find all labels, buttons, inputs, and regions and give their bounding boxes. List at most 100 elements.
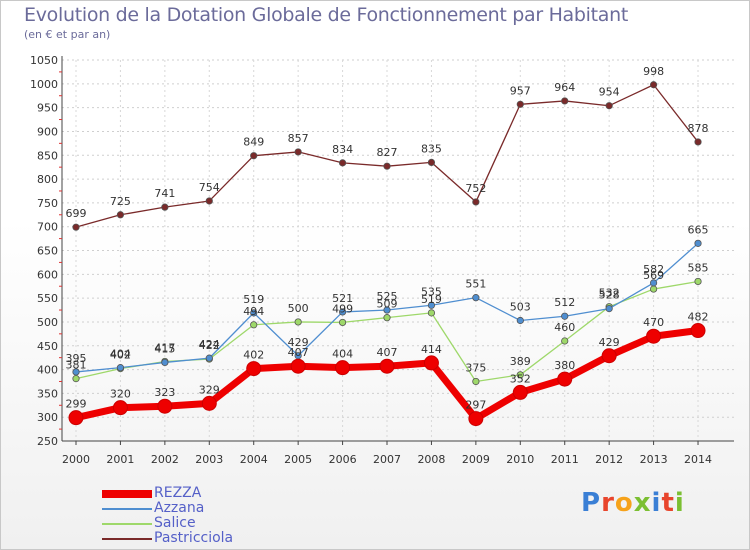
- data-label-rezza: 470: [643, 316, 664, 329]
- data-label-salice: 585: [688, 261, 709, 274]
- data-point-rezza: [468, 411, 484, 427]
- data-label-azzana: 503: [510, 301, 531, 314]
- legend-swatch: [102, 523, 152, 525]
- y-tick-label: 300: [37, 411, 58, 424]
- x-tick-label: 2005: [284, 453, 312, 466]
- data-label-azzana: 535: [421, 285, 442, 298]
- data-point-rezza: [246, 361, 262, 377]
- data-point-azzana: [116, 364, 125, 372]
- data-point-azzana: [250, 309, 258, 317]
- data-label-pastricciola: 857: [288, 132, 309, 145]
- y-tick-label: 350: [37, 387, 58, 400]
- y-tick-label: 800: [37, 173, 58, 186]
- data-label-pastricciola: 849: [243, 136, 264, 149]
- data-point-salice: [649, 285, 658, 293]
- data-label-azzana: 519: [243, 293, 264, 306]
- data-label-rezza: 299: [66, 398, 87, 411]
- data-point-azzana: [427, 301, 436, 309]
- data-label-rezza: 414: [421, 343, 442, 356]
- data-label-pastricciola: 878: [688, 122, 709, 135]
- logo-letter: r: [601, 488, 615, 518]
- x-tick-label: 2011: [551, 453, 579, 466]
- data-point-rezza: [68, 410, 84, 426]
- logo-letter: x: [633, 488, 652, 518]
- data-point-azzana: [472, 294, 480, 302]
- data-label-rezza: 404: [332, 348, 353, 361]
- data-point-pastricciola: [72, 223, 80, 231]
- data-label-salice: 532: [599, 287, 620, 300]
- y-tick-label: 400: [37, 364, 58, 377]
- data-label-salice: 375: [465, 361, 486, 374]
- y-tick-label: 650: [37, 245, 58, 258]
- data-label-salice: 509: [377, 298, 398, 311]
- data-point-azzana: [383, 306, 391, 314]
- x-tick-label: 2007: [373, 453, 401, 466]
- data-point-salice: [72, 375, 80, 383]
- logo-letter: t: [661, 488, 675, 518]
- data-label-salice: 381: [66, 359, 87, 372]
- logo-letter: i: [651, 488, 662, 518]
- x-tick-label: 2002: [151, 453, 179, 466]
- data-label-azzana: 415: [154, 342, 175, 355]
- data-point-pastricciola: [561, 97, 569, 105]
- data-label-azzana: 551: [465, 278, 486, 291]
- data-label-salice: 422: [199, 339, 220, 352]
- data-point-azzana: [694, 239, 702, 247]
- data-label-rezza: 380: [554, 359, 575, 372]
- data-point-rezza: [512, 384, 528, 400]
- data-label-pastricciola: 725: [110, 195, 131, 208]
- legend-label: REZZA: [154, 485, 202, 501]
- data-label-pastricciola: 754: [199, 181, 220, 194]
- data-point-azzana: [161, 358, 169, 367]
- data-point-pastricciola: [205, 197, 213, 205]
- data-label-salice: 417: [154, 341, 175, 354]
- y-tick-label: 450: [37, 340, 58, 353]
- data-point-salice: [516, 371, 524, 379]
- data-point-rezza: [290, 358, 306, 374]
- data-label-salice: 519: [421, 293, 442, 306]
- x-tick-label: 2014: [684, 453, 712, 466]
- y-tick-label: 1050: [30, 54, 58, 67]
- data-point-rezza: [557, 371, 573, 387]
- data-point-rezza: [112, 400, 128, 416]
- data-point-salice: [427, 309, 436, 317]
- data-point-salice: [472, 377, 480, 386]
- data-point-pastricciola: [161, 203, 169, 211]
- data-point-pastricciola: [694, 138, 702, 146]
- logo-letter: i: [674, 488, 685, 518]
- data-label-rezza: 297: [465, 399, 486, 412]
- data-label-azzana: 528: [599, 289, 620, 302]
- proxiti-logo: Proxiti: [581, 488, 685, 518]
- data-label-rezza: 352: [510, 372, 531, 385]
- data-label-azzana: 429: [288, 336, 309, 349]
- data-point-azzana: [649, 279, 658, 287]
- data-label-salice: 494: [243, 305, 264, 318]
- data-label-rezza: 402: [243, 349, 264, 362]
- data-label-pastricciola: 834: [332, 143, 353, 156]
- data-label-azzana: 395: [66, 352, 87, 365]
- data-point-salice: [338, 318, 347, 327]
- data-point-pastricciola: [516, 100, 524, 108]
- x-tick-label: 2000: [62, 453, 90, 466]
- data-point-azzana: [72, 368, 80, 376]
- data-point-rezza: [423, 355, 439, 371]
- data-point-rezza: [379, 358, 395, 374]
- legend-label: Pastricciola: [154, 530, 234, 546]
- chart-title: Evolution de la Dotation Globale de Fonc…: [24, 4, 629, 26]
- data-label-azzana: 424: [199, 338, 220, 351]
- data-point-salice: [694, 277, 702, 286]
- y-tick-label: 900: [37, 125, 58, 138]
- data-point-pastricciola: [294, 148, 302, 156]
- chart-subtitle: (en € et par an): [24, 28, 111, 41]
- x-tick-label: 2009: [462, 453, 490, 466]
- data-label-pastricciola: 699: [66, 207, 87, 220]
- data-label-rezza: 323: [154, 386, 175, 399]
- y-tick-label: 950: [37, 102, 58, 115]
- data-label-pastricciola: 998: [643, 65, 664, 78]
- data-point-rezza: [157, 398, 173, 414]
- data-label-pastricciola: 835: [421, 142, 442, 155]
- data-point-pastricciola: [649, 81, 658, 89]
- data-label-salice: 500: [288, 302, 309, 315]
- data-point-pastricciola: [427, 158, 436, 166]
